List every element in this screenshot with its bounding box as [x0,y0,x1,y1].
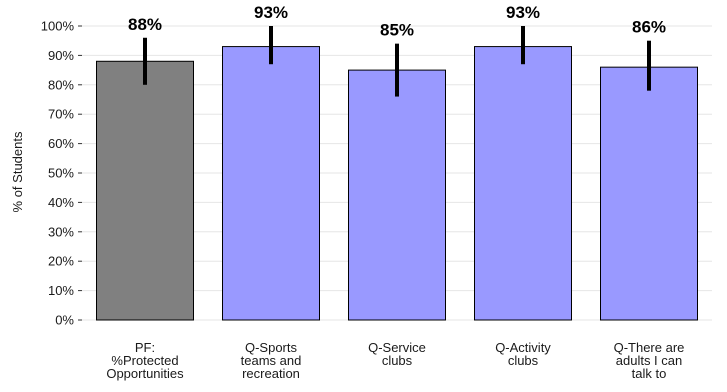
y-tick-label: 20% [48,254,74,269]
bar [474,46,572,321]
y-tick-label: 10% [48,283,74,298]
data-label: 93% [254,3,288,22]
data-label: 86% [632,18,666,37]
y-axis-ticks: 0% 10% 20% 30% 40% 50% 60% 70% 80% 90% 100% [41,19,82,328]
x-category-label: Q-There are adults I can talk to [614,340,685,381]
y-tick-label: 70% [48,107,74,122]
bars [96,46,698,321]
y-tick-label: 30% [48,224,74,239]
y-tick-label: 50% [48,166,74,181]
y-tick-label: 60% [48,136,74,151]
bar [348,69,446,321]
y-tick-label: 0% [55,313,74,328]
x-category-label: Q-Activity clubs [495,340,551,368]
data-label: 85% [380,21,414,40]
x-category-label: Q-Sports teams and recreation [241,340,302,381]
bar [222,46,320,321]
bar [96,60,194,321]
data-label: 88% [128,15,162,34]
y-tick-label: 40% [48,195,74,210]
error-bars [143,26,651,97]
y-axis-title: % of Students [10,131,25,212]
y-tick-label: 100% [41,19,75,34]
y-tick-label: 80% [48,77,74,92]
x-category-label: Q-Service clubs [368,340,426,368]
y-tick-label: 90% [48,48,74,63]
bar [600,66,698,321]
x-category-label: PF: %Protected Opportunities [106,340,184,381]
data-label: 93% [506,3,540,22]
data-labels: 88% 93% 85% 93% 86% [128,3,666,40]
x-axis-categories: PF: %Protected Opportunities Q-Sports teams … [106,340,684,381]
